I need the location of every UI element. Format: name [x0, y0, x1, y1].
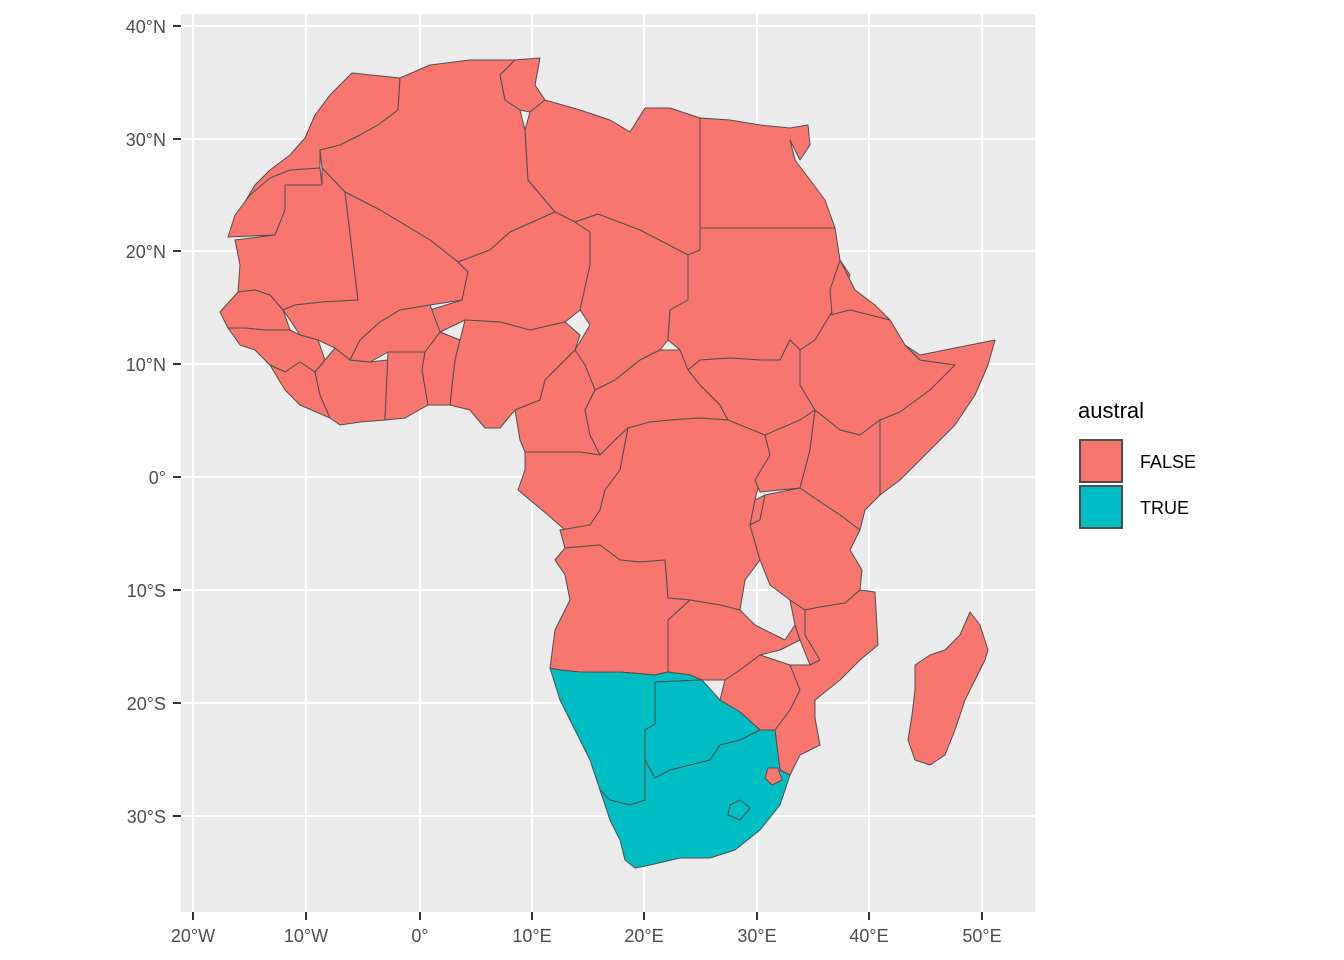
region-southern-africa — [549, 667, 791, 869]
region-sahel — [234, 167, 891, 391]
legend-key-true — [1079, 485, 1123, 529]
y-axis-labels: 40°N 30°N 20°N 10°N 0° 10°S 20°S 30°S — [126, 17, 166, 827]
country-ivory-coast — [314, 347, 389, 426]
region-north-africa — [227, 57, 836, 263]
y-tick-label: 40°N — [126, 17, 166, 37]
x-tick-label: 10°W — [284, 926, 328, 946]
x-tick-label: 10°E — [512, 926, 551, 946]
region-west-africa — [219, 289, 581, 429]
legend-label-false: FALSE — [1140, 452, 1196, 472]
legend: austral FALSE TRUE — [1078, 398, 1196, 529]
y-tick-label: 10°N — [126, 355, 166, 375]
x-tick-label: 50°E — [962, 926, 1001, 946]
x-tick-label: 20°W — [171, 926, 215, 946]
x-tick-label: 20°E — [624, 926, 663, 946]
y-tick-label: 20°S — [127, 694, 166, 714]
x-tick-label: 0° — [411, 926, 428, 946]
y-tick-label: 30°S — [127, 807, 166, 827]
legend-key-false — [1079, 439, 1123, 483]
y-tick-label: 20°N — [126, 242, 166, 262]
y-tick-label: 30°N — [126, 130, 166, 150]
legend-title: austral — [1078, 398, 1144, 423]
country-eswatini — [764, 767, 783, 786]
y-tick-label: 0° — [149, 468, 166, 488]
country-mozambique — [774, 589, 879, 776]
x-tick-label: 30°E — [737, 926, 776, 946]
region-madagascar — [907, 611, 989, 766]
country-lesotho — [727, 799, 751, 821]
axis-ticks — [173, 25, 983, 920]
country-egypt — [699, 117, 836, 229]
country-madagascar — [907, 611, 989, 766]
x-axis-labels: 20°W 10°W 0° 10°E 20°E 30°E 40°E 50°E — [171, 926, 1002, 946]
legend-label-true: TRUE — [1140, 498, 1189, 518]
country-somalia — [879, 339, 996, 496]
x-tick-label: 40°E — [849, 926, 888, 946]
y-tick-label: 10°S — [127, 581, 166, 601]
country-kenya — [799, 409, 881, 531]
country-south-africa — [599, 729, 791, 869]
region-east-africa — [687, 309, 996, 776]
